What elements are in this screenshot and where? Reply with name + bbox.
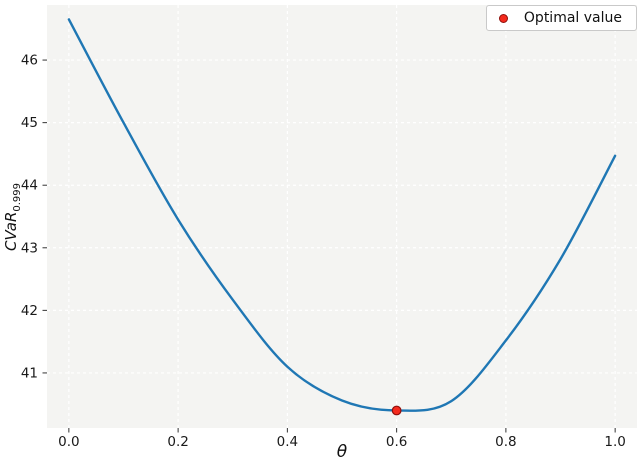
optimal-point-marker [391, 405, 402, 416]
x-tick-label: 0.2 [167, 434, 188, 450]
x-axis-label: θ [336, 442, 348, 462]
legend-label: Optimal value [523, 10, 622, 26]
y-tick-label: 44 [21, 178, 38, 194]
cvar-curve [67, 18, 617, 412]
y-tick-label: 42 [21, 303, 38, 319]
legend: Optimal value [485, 5, 637, 31]
x-tick-label: 0.8 [495, 434, 516, 450]
y-axis-label-subscript: 0.999 [12, 182, 23, 212]
plot-area [47, 5, 637, 428]
y-axis-label-main: CVaR [2, 211, 20, 252]
y-tick-label: 45 [21, 115, 38, 131]
y-tick-label: 46 [21, 53, 38, 69]
x-tick-label: 0.0 [58, 434, 79, 450]
y-tick-label: 41 [21, 365, 38, 381]
x-tick-label: 0.6 [386, 434, 407, 450]
x-tick-label: 0.4 [277, 434, 298, 450]
y-tick-label: 43 [21, 240, 38, 256]
optimal-value-marker-icon [498, 13, 508, 23]
y-axis-label: CVaR0.999 [2, 135, 24, 299]
x-tick-label: 1.0 [604, 434, 625, 450]
